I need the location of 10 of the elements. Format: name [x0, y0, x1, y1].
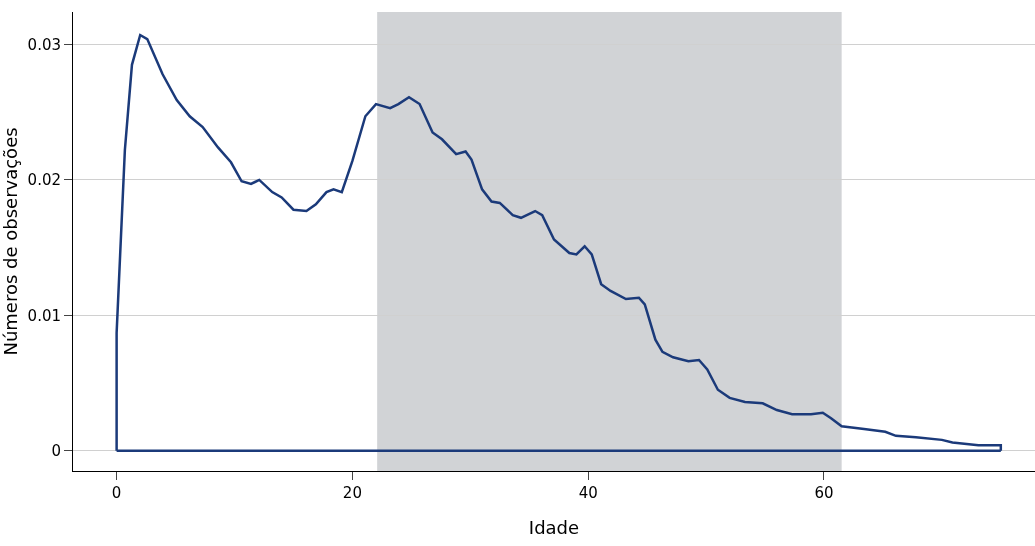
x-tick-label: 40: [578, 484, 598, 502]
x-tick-label: 60: [814, 484, 834, 502]
x-tick-label: 0: [111, 484, 122, 502]
y-tick-label: 0.02: [27, 171, 61, 190]
y-tick-label: 0.03: [27, 35, 61, 54]
y-axis-title: Números de observações: [0, 127, 21, 356]
x-tick-label: 20: [342, 484, 362, 502]
x-axis-title: Idade: [528, 517, 580, 539]
y-tick-label: 0: [51, 441, 61, 460]
y-tick-label: 0.01: [27, 306, 61, 325]
